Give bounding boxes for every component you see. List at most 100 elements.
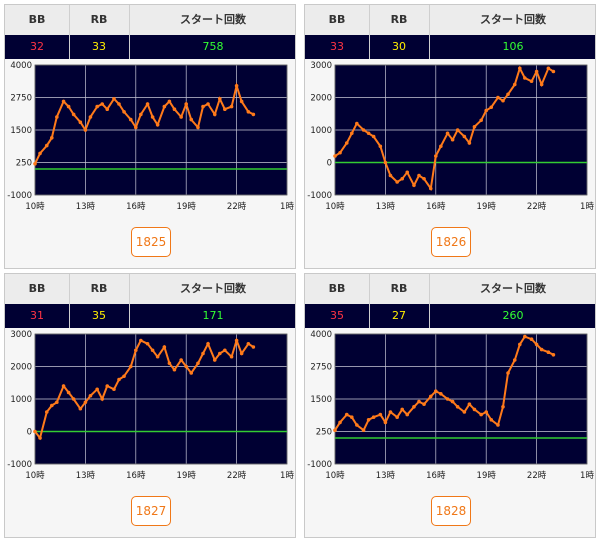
data-point [371,134,376,139]
data-point [150,115,155,119]
data-point [518,66,522,71]
data-point [61,384,66,388]
data-point [539,82,544,87]
data-point [55,115,59,119]
data-point [66,104,71,109]
data-point [534,342,539,347]
data-point [184,364,188,369]
data-point [44,410,49,414]
data-point [38,436,42,440]
rb-header: RB [90,13,108,26]
data-point [529,79,534,84]
data-point [33,162,37,166]
data-point [355,423,359,427]
panel-1825: BB RB スタート回数 32 33 758 4000 2750 1500 250 -1… [4,4,296,269]
x-tick-label: 16時 [426,202,446,212]
start-value: 106 [502,40,524,53]
data-point [155,354,160,359]
x-tick-label: 1時 [280,202,294,212]
data-point [246,341,251,346]
data-point [344,141,349,145]
data-point [229,354,234,359]
data-point [434,389,438,393]
data-point [534,69,539,74]
data-point [484,410,488,414]
series-line [334,335,554,432]
y-tick-label: 1000 [10,395,32,405]
x-tick-label: 19時 [177,202,197,212]
column-divider [429,274,430,328]
start-header: スタート回数 [480,13,546,26]
x-tick-label: 22時 [527,202,547,212]
y-tick-label: 2750 [10,94,32,104]
data-point [378,144,383,149]
data-point [150,348,155,353]
series-line [34,337,254,441]
start-header: スタート回数 [180,13,246,26]
data-point [61,99,66,104]
data-point [105,384,110,388]
data-point [479,412,483,417]
data-point [196,125,200,130]
data-point [496,423,500,427]
bb-header: BB [28,282,46,295]
data-point [501,98,505,103]
machine-number-button[interactable]: 1826 [431,227,471,257]
data-point [55,400,59,405]
data-point [206,341,210,346]
column-divider [369,5,370,59]
data-point [428,186,433,191]
x-tick-label: 16時 [126,471,146,481]
series-line [34,82,254,165]
data-point [196,361,200,366]
data-point [206,102,210,106]
data-point [445,397,450,401]
plot-border [334,333,588,465]
data-point [117,102,121,106]
x-tick-label: 1時 [580,471,594,481]
data-point [122,374,126,379]
x-tick-label: 13時 [76,202,96,212]
data-point [489,418,494,422]
rb-value: 27 [392,309,406,322]
data-point [455,128,460,132]
data-point [162,345,167,349]
data-point [179,358,183,362]
data-point [71,397,76,401]
data-point [167,99,172,104]
data-point [366,131,371,136]
data-point [371,415,376,419]
x-tick-label: 19時 [477,202,497,212]
data-point [105,107,110,111]
data-point [128,364,133,369]
data-point [95,387,99,392]
data-point [546,66,551,71]
data-point [251,112,256,117]
data-point [361,428,366,432]
x-tick-label: 10時 [325,471,345,481]
data-point [412,183,416,188]
y-tick-label: 0 [327,159,332,169]
data-point [462,134,467,139]
x-tick-label: 16時 [126,202,146,212]
data-point [117,377,121,382]
data-point [50,136,54,140]
x-tick-label: 16時 [426,471,446,481]
rb-value: 30 [392,40,406,53]
machine-number-button[interactable]: 1825 [131,227,171,257]
y-tick-label: 2000 [10,363,32,373]
machine-number-button[interactable]: 1827 [131,496,171,526]
column-divider [129,5,130,59]
data-point [388,410,393,414]
data-point [201,351,205,356]
data-point [439,392,443,396]
rb-value: 35 [92,309,106,322]
machine-number-button[interactable]: 1828 [431,496,471,526]
data-point [100,397,104,401]
y-tick-label: 0 [27,428,32,438]
data-point [489,105,494,110]
header-row: BB RB スタート回数 [305,5,595,35]
